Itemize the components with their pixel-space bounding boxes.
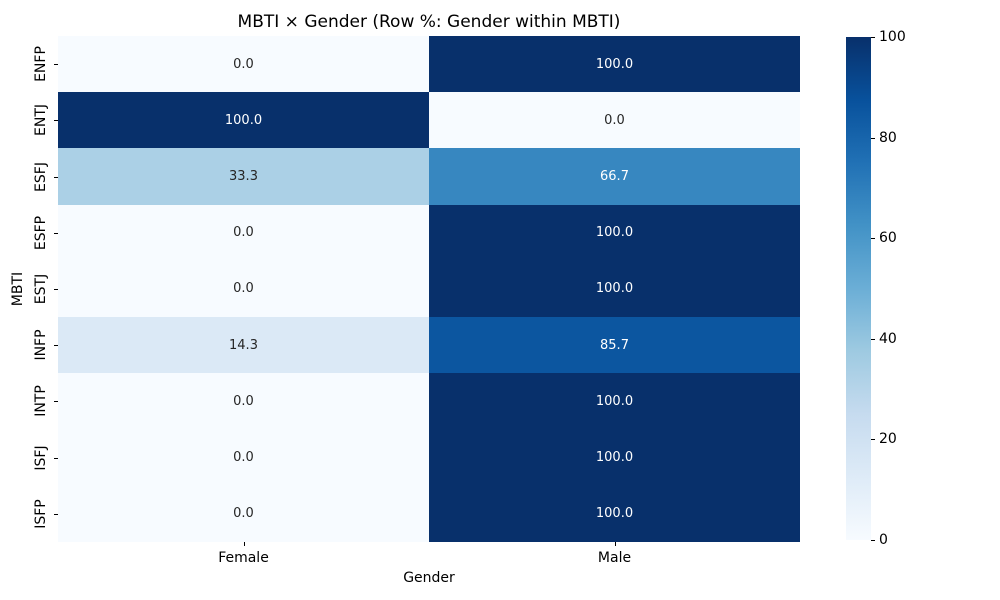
cell-value: 0.0 <box>604 112 625 128</box>
colorbar-tick-label-0: 0 <box>879 532 888 548</box>
y-tick-mark <box>54 513 58 515</box>
colorbar-tick-mark <box>871 238 875 240</box>
y-tick-label-ISFP: ISFP <box>33 499 49 529</box>
y-tick-mark <box>54 120 58 122</box>
heatmap-cell-ESFP-Male: 100.0 <box>429 204 800 261</box>
x-tick-mark <box>243 542 245 546</box>
y-tick-mark <box>54 457 58 459</box>
x-tick-mark <box>614 542 616 546</box>
y-tick-mark <box>54 64 58 66</box>
cell-value: 0.0 <box>233 281 254 297</box>
colorbar-tick-label-60: 60 <box>879 230 897 247</box>
y-tick-label-ISFJ: ISFJ <box>33 445 49 471</box>
heatmap-cell-ENFP-Female: 0.0 <box>58 36 429 93</box>
heatmap-cell-ESTJ-Male: 100.0 <box>429 260 800 318</box>
colorbar-tick-label-100: 100 <box>879 29 906 45</box>
heatmap-cell-ESFJ-Female: 33.3 <box>58 148 429 205</box>
heatmap-grid: 0.0 100.0 100.0 0.0 33.3 66.7 0.0 100.0 0.0 100.0… <box>58 36 800 542</box>
chart-title: MBTI × Gender (Row %: Gender within MBTI… <box>237 12 621 32</box>
cell-value: 14.3 <box>229 337 258 353</box>
cell-value: 100.0 <box>595 506 634 522</box>
cell-value: 100.0 <box>595 56 634 72</box>
y-tick-mark <box>54 401 58 403</box>
cell-value: 66.7 <box>600 169 629 185</box>
y-tick-label-ESFP: ESFP <box>33 215 49 250</box>
cell-value: 0.0 <box>233 450 254 466</box>
colorbar-tick-label-20: 20 <box>879 431 897 448</box>
x-tick-label-Male: Male <box>597 550 632 566</box>
heatmap-cell-INFP-Male: 85.7 <box>429 317 800 374</box>
y-tick-mark <box>54 232 58 234</box>
heatmap-cell-ISFP-Male: 100.0 <box>429 485 800 542</box>
x-tick-label-Female: Female <box>218 550 269 566</box>
heatmap-cell-ESTJ-Female: 0.0 <box>58 260 429 318</box>
cell-value: 100.0 <box>224 112 263 128</box>
y-tick-mark <box>54 345 58 347</box>
heatmap-cell-INTP-Female: 0.0 <box>58 373 429 430</box>
cell-value: 100.0 <box>595 393 634 409</box>
y-tick-mark <box>54 289 58 290</box>
colorbar-tick-label-40: 40 <box>879 330 897 347</box>
cell-value: 0.0 <box>233 506 254 522</box>
y-axis-label: MBTI <box>10 271 26 307</box>
colorbar <box>846 37 871 540</box>
y-tick-label-ENTJ: ENTJ <box>33 104 49 137</box>
colorbar-tick-mark <box>871 439 875 441</box>
heatmap-cell-ESFP-Female: 0.0 <box>58 204 429 261</box>
colorbar-tick-mark <box>871 540 875 541</box>
cell-value: 0.0 <box>233 225 254 241</box>
y-tick-label-INTP: INTP <box>33 385 49 418</box>
cell-value: 33.3 <box>229 169 258 185</box>
heatmap-cell-INTP-Male: 100.0 <box>429 373 800 430</box>
colorbar-tick-label-80: 80 <box>879 129 897 146</box>
cell-value: 85.7 <box>600 337 629 353</box>
heatmap-cell-ISFP-Female: 0.0 <box>58 485 429 542</box>
heatmap-cell-ENTJ-Female: 100.0 <box>58 92 429 149</box>
heatmap-cell-ISFJ-Female: 0.0 <box>58 429 429 486</box>
y-tick-label-ESFJ: ESFJ <box>33 161 49 192</box>
colorbar-tick-mark <box>871 37 875 38</box>
cell-value: 100.0 <box>595 450 634 466</box>
heatmap-cell-ENFP-Male: 100.0 <box>429 36 800 93</box>
colorbar-tick-mark <box>871 137 875 139</box>
cell-value: 0.0 <box>233 393 254 409</box>
heatmap-cell-INFP-Female: 14.3 <box>58 317 429 374</box>
y-tick-label-INFP: INFP <box>33 329 49 361</box>
colorbar-tick-mark <box>871 338 875 340</box>
y-tick-label-ESTJ: ESTJ <box>33 273 49 305</box>
y-tick-label-ENFP: ENFP <box>33 46 49 83</box>
heatmap-cell-ISFJ-Male: 100.0 <box>429 429 800 486</box>
x-axis-label: Gender <box>403 570 455 586</box>
cell-value: 100.0 <box>595 225 634 241</box>
cell-value: 100.0 <box>595 281 634 297</box>
heatmap-cell-ESFJ-Male: 66.7 <box>429 148 800 205</box>
y-tick-mark <box>54 176 58 178</box>
heatmap-cell-ENTJ-Male: 0.0 <box>429 92 800 149</box>
cell-value: 0.0 <box>233 56 254 72</box>
